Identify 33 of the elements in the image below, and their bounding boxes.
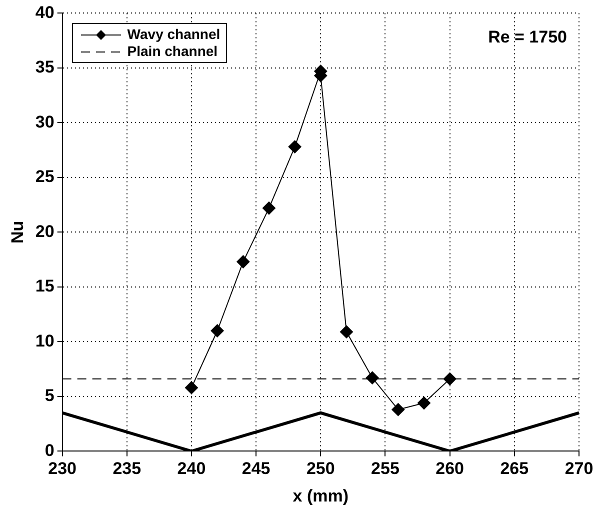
x-tick-label: 240 — [177, 459, 206, 478]
legend-label: Plain channel — [127, 43, 218, 60]
x-tick-label: 250 — [306, 459, 335, 478]
y-tick-label: 5 — [44, 386, 54, 406]
legend-label: Wavy channel — [127, 26, 220, 44]
annotation: Re = 1750 — [488, 27, 567, 46]
y-tick-label: 25 — [35, 167, 54, 186]
point — [443, 372, 456, 386]
y-tick-label: 30 — [35, 112, 54, 132]
y-axis-title: Nu — [8, 220, 27, 244]
x-tick-label: 260 — [436, 459, 464, 478]
point — [366, 371, 379, 384]
point — [262, 202, 276, 215]
x-tick-label: 235 — [112, 459, 142, 478]
y-tick-label: 0 — [44, 440, 54, 460]
x-tick-label: 245 — [242, 459, 270, 478]
y-tick-label: 35 — [35, 58, 54, 77]
point — [236, 255, 250, 268]
x-tick-label: 255 — [371, 459, 400, 478]
point — [392, 403, 405, 416]
y-tick-label: 40 — [35, 2, 54, 22]
point — [288, 140, 302, 154]
y-tick-label: 15 — [35, 276, 54, 296]
x-axis-title: x (mm) — [292, 486, 349, 506]
x-tick-label: 230 — [48, 459, 76, 478]
x-tick-label: 265 — [500, 459, 529, 478]
point — [210, 324, 224, 338]
point — [184, 381, 198, 394]
x-tick-label: 270 — [564, 459, 594, 478]
y-tick-label: 10 — [35, 331, 54, 350]
point — [417, 396, 430, 410]
y-tick-label: 20 — [35, 222, 54, 241]
point — [340, 325, 353, 338]
